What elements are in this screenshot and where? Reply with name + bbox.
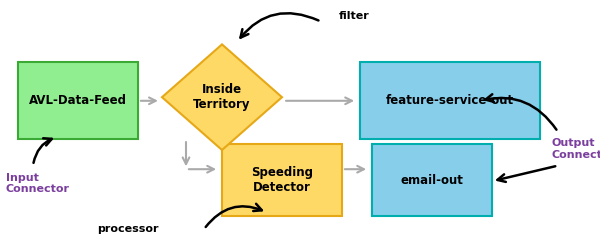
- FancyBboxPatch shape: [18, 62, 138, 139]
- Text: filter: filter: [339, 11, 370, 21]
- Text: Input
Connector: Input Connector: [6, 173, 70, 194]
- FancyBboxPatch shape: [360, 62, 540, 139]
- Text: processor: processor: [97, 224, 159, 234]
- Text: AVL-Data-Feed: AVL-Data-Feed: [29, 94, 127, 107]
- FancyBboxPatch shape: [222, 144, 342, 216]
- Text: Speeding
Detector: Speeding Detector: [251, 166, 313, 194]
- Text: Inside
Territory: Inside Territory: [193, 83, 251, 111]
- Text: feature-service-out: feature-service-out: [386, 94, 514, 107]
- Polygon shape: [162, 44, 282, 150]
- Text: email-out: email-out: [401, 174, 463, 186]
- Text: Output
Connector: Output Connector: [552, 138, 600, 160]
- FancyBboxPatch shape: [372, 144, 492, 216]
